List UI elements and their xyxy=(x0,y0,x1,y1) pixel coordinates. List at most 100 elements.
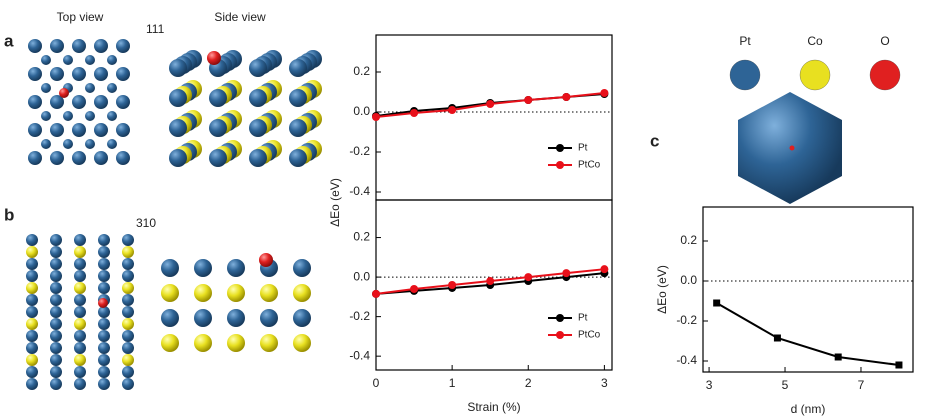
legend-label: Pt xyxy=(578,313,588,324)
atom xyxy=(26,246,38,258)
atom xyxy=(122,330,134,342)
legend-marker xyxy=(556,331,564,339)
atom xyxy=(161,259,179,277)
atom xyxy=(293,334,311,352)
view-label: Side view xyxy=(214,10,266,24)
atom xyxy=(26,366,38,378)
plot-frame xyxy=(375,199,613,371)
y-axis-label: ΔEo (eV) xyxy=(328,178,342,227)
atom xyxy=(227,334,245,352)
atom xyxy=(72,39,86,53)
atom xyxy=(98,270,110,282)
atom xyxy=(26,294,38,306)
atom xyxy=(50,67,64,81)
atom xyxy=(28,95,42,109)
atom xyxy=(98,282,110,294)
atom xyxy=(63,139,73,149)
atom xyxy=(50,282,62,294)
atom xyxy=(289,119,307,137)
atom xyxy=(74,258,86,270)
atom xyxy=(122,378,134,390)
legend-marker xyxy=(556,161,564,169)
atom xyxy=(94,67,108,81)
atom xyxy=(207,51,221,65)
y-tick-label: 0.2 xyxy=(353,230,370,244)
x-tick-label: 3 xyxy=(706,378,713,392)
atom xyxy=(26,354,38,366)
atom xyxy=(107,111,117,121)
atom xyxy=(260,284,278,302)
atom xyxy=(194,334,212,352)
atom xyxy=(122,318,134,330)
element-label: O xyxy=(880,34,889,48)
marker xyxy=(448,106,457,114)
atom xyxy=(169,119,187,137)
atom xyxy=(122,306,134,318)
atom xyxy=(122,270,134,282)
atom xyxy=(161,309,179,327)
atom xyxy=(26,318,38,330)
element-sphere xyxy=(799,59,831,91)
marker xyxy=(600,89,609,97)
y-tick-label: 0.2 xyxy=(680,233,697,247)
atom xyxy=(50,330,62,342)
plot-frame xyxy=(702,206,914,373)
y-tick-label: -0.2 xyxy=(349,309,370,323)
atom xyxy=(85,83,95,93)
atom xyxy=(107,83,117,93)
atom xyxy=(122,294,134,306)
atom xyxy=(194,309,212,327)
atom xyxy=(116,67,130,81)
atom xyxy=(209,119,227,137)
atom xyxy=(161,334,179,352)
atom xyxy=(107,55,117,65)
atom xyxy=(74,378,86,390)
atom xyxy=(50,306,62,318)
atom xyxy=(74,366,86,378)
atom xyxy=(98,330,110,342)
atom xyxy=(249,149,267,167)
marker xyxy=(486,277,495,286)
atom xyxy=(50,294,62,306)
atom xyxy=(50,246,62,258)
atom xyxy=(107,139,117,149)
atom xyxy=(293,309,311,327)
legend-marker xyxy=(556,144,564,152)
atom xyxy=(98,234,110,246)
atom xyxy=(74,246,86,258)
atom xyxy=(74,342,86,354)
atom xyxy=(116,95,130,109)
x-tick-label: 0 xyxy=(373,376,380,390)
atom xyxy=(41,139,51,149)
panel-label: b xyxy=(4,205,14,224)
atom xyxy=(249,89,267,107)
atom xyxy=(122,258,134,270)
atom xyxy=(209,149,227,167)
atom xyxy=(41,83,51,93)
atom xyxy=(74,282,86,294)
atom xyxy=(26,306,38,318)
atom xyxy=(72,123,86,137)
view-label: Top view xyxy=(57,10,104,24)
atom xyxy=(293,259,311,277)
atom xyxy=(122,342,134,354)
atom xyxy=(94,151,108,165)
marker xyxy=(410,109,419,117)
atom xyxy=(194,284,212,302)
atom xyxy=(122,282,134,294)
atom xyxy=(98,366,110,378)
y-tick-label: -0.4 xyxy=(349,184,370,198)
legend-marker xyxy=(556,314,564,322)
y-tick-label: 0.0 xyxy=(680,273,697,287)
atom xyxy=(74,318,86,330)
atom xyxy=(50,354,62,366)
legend-label: PtCo xyxy=(578,160,601,171)
marker xyxy=(713,299,721,307)
oxygen-site xyxy=(789,145,795,151)
atom xyxy=(98,306,110,318)
marker xyxy=(372,289,380,298)
y-tick-label: 0.0 xyxy=(353,269,370,283)
marker xyxy=(372,113,380,121)
atom xyxy=(85,55,95,65)
